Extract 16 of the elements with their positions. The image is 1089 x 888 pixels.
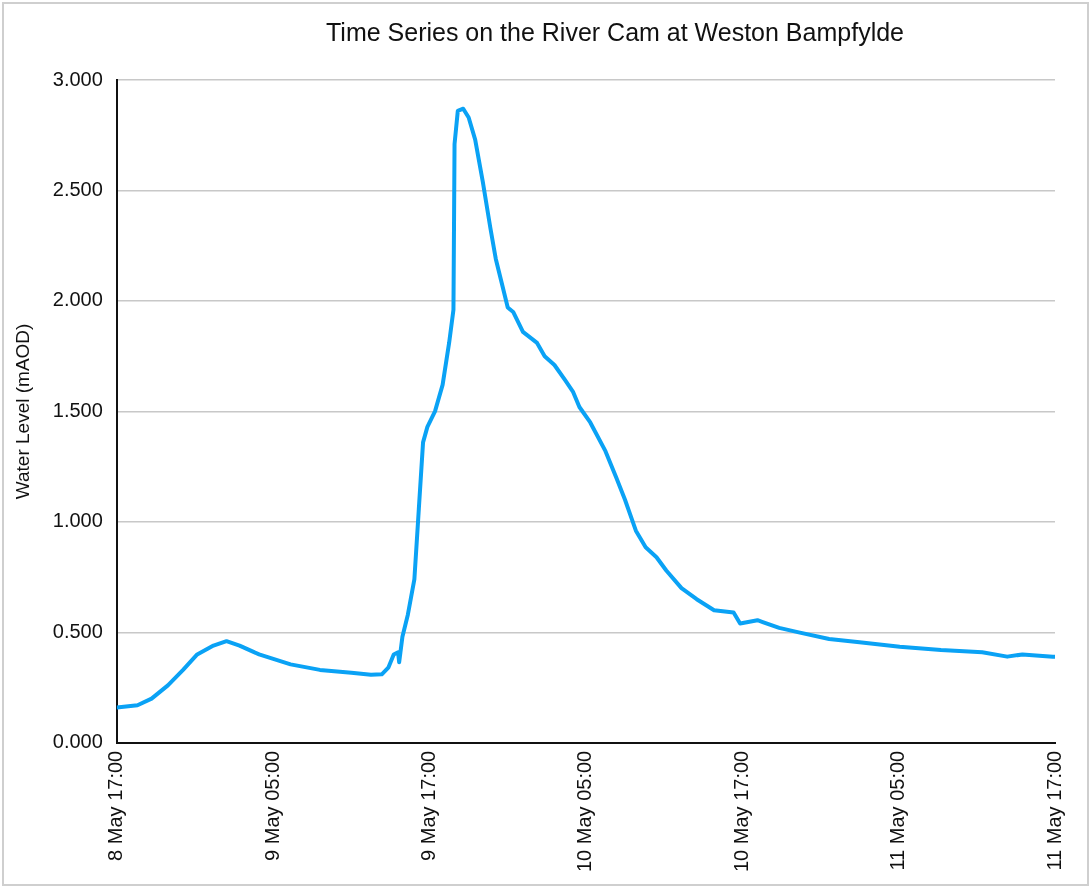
x-tick-label: 8 May 17:00 (104, 750, 127, 861)
y-tick-label: 3.000 (52, 67, 103, 90)
x-tick-label: 9 May 05:00 (260, 750, 283, 861)
chart-title: Time Series on the River Cam at Weston Bampfylde (325, 18, 905, 47)
x-tick-label: 10 May 05:00 (573, 750, 596, 873)
y-tick-label: 1.500 (52, 398, 103, 421)
y-tick-label: 0.000 (52, 730, 103, 753)
y-tick-label: 1.000 (52, 509, 103, 532)
y-tick-label: 2.500 (52, 177, 103, 200)
x-tick-label: 11 May 05:00 (886, 750, 909, 871)
y-axis-title: Water Level (mAOD) (11, 323, 33, 500)
x-tick-label: 9 May 17:00 (417, 750, 440, 861)
x-tick-label: 11 May 17:00 (1042, 750, 1065, 871)
y-tick-label: 2.000 (52, 288, 103, 311)
x-tick-label: 10 May 17:00 (729, 750, 752, 873)
y-tick-label: 0.500 (52, 619, 103, 642)
